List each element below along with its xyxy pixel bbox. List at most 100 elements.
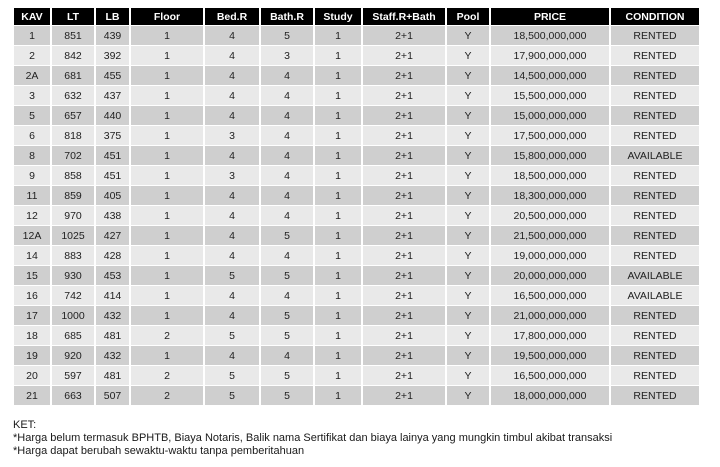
table-cell: 8 <box>14 146 50 165</box>
table-row: 6 818 375 1 3 4 1 2+1 Y 17,500,000,000 RENTED <box>14 126 699 145</box>
table-cell: 18,500,000,000 <box>491 166 609 185</box>
table-cell: Y <box>447 206 489 225</box>
table-cell: Y <box>447 266 489 285</box>
table-cell: 1 <box>315 46 361 65</box>
column-header: KAV <box>14 8 50 25</box>
table-cell: 5 <box>261 26 313 45</box>
table-cell: 859 <box>52 186 94 205</box>
table-cell: 2A <box>14 66 50 85</box>
table-row: 19 920 432 1 4 4 1 2+1 Y 19,500,000,000 RENTED <box>14 346 699 365</box>
table-cell: 1 <box>315 326 361 345</box>
table-cell: 1 <box>315 346 361 365</box>
table-cell: 4 <box>261 186 313 205</box>
table-cell: 19,000,000,000 <box>491 246 609 265</box>
table-cell: 2+1 <box>363 246 445 265</box>
column-header: Staff.R+Bath <box>363 8 445 25</box>
table-cell: 2+1 <box>363 86 445 105</box>
table-cell: 1 <box>315 226 361 245</box>
table-cell: 481 <box>96 366 129 385</box>
table-cell: 4 <box>205 86 259 105</box>
column-header: Pool <box>447 8 489 25</box>
table-cell: 1 <box>14 26 50 45</box>
table-cell: 3 <box>205 126 259 145</box>
table-cell: 3 <box>205 166 259 185</box>
table-cell: RENTED <box>611 126 699 145</box>
table-cell: 18,300,000,000 <box>491 186 609 205</box>
table-cell: 439 <box>96 26 129 45</box>
column-header: LT <box>52 8 94 25</box>
table-cell: 1 <box>131 226 203 245</box>
table-cell: 818 <box>52 126 94 145</box>
table-row: 2 842 392 1 4 3 1 2+1 Y 17,900,000,000 RENTED <box>14 46 699 65</box>
table-cell: 930 <box>52 266 94 285</box>
table-cell: Y <box>447 26 489 45</box>
table-body: 1 851 439 1 4 5 1 2+1 Y 18,500,000,000 RENTED 2 842 3… <box>14 26 699 405</box>
table-cell: 3 <box>14 86 50 105</box>
table-cell: 1 <box>131 346 203 365</box>
table-cell: 4 <box>261 66 313 85</box>
table-cell: 438 <box>96 206 129 225</box>
column-header: Bath.R <box>261 8 313 25</box>
table-cell: RENTED <box>611 166 699 185</box>
table-cell: 18,000,000,000 <box>491 386 609 405</box>
column-header: Floor <box>131 8 203 25</box>
table-cell: RENTED <box>611 326 699 345</box>
table-cell: 4 <box>261 86 313 105</box>
table-cell: 4 <box>261 246 313 265</box>
table-cell: RENTED <box>611 226 699 245</box>
footer-title: KET: <box>13 419 37 431</box>
table-cell: 1 <box>315 106 361 125</box>
table-row: 11 859 405 1 4 4 1 2+1 Y 18,300,000,000 RENTED <box>14 186 699 205</box>
table-cell: 15 <box>14 266 50 285</box>
table-cell: 842 <box>52 46 94 65</box>
table-cell: RENTED <box>611 66 699 85</box>
table-cell: 432 <box>96 346 129 365</box>
table-cell: 2+1 <box>363 186 445 205</box>
table-cell: 597 <box>52 366 94 385</box>
table-cell: 5 <box>261 266 313 285</box>
table-cell: 481 <box>96 326 129 345</box>
table-cell: 1 <box>315 246 361 265</box>
table-cell: 12 <box>14 206 50 225</box>
table-cell: 702 <box>52 146 94 165</box>
table-cell: 5 <box>205 326 259 345</box>
table-cell: Y <box>447 326 489 345</box>
table-cell: 657 <box>52 106 94 125</box>
table-cell: 5 <box>261 306 313 325</box>
table-cell: 16 <box>14 286 50 305</box>
table-cell: 1 <box>131 246 203 265</box>
table-cell: 4 <box>205 286 259 305</box>
table-cell: 12A <box>14 226 50 245</box>
table-row: 8 702 451 1 4 4 1 2+1 Y 15,800,000,000 AVAILABLE <box>14 146 699 165</box>
column-header: CONDITION <box>611 8 699 25</box>
column-header: PRICE <box>491 8 609 25</box>
table-cell: 14 <box>14 246 50 265</box>
table-cell: 1 <box>315 306 361 325</box>
table-cell: 2+1 <box>363 306 445 325</box>
table-cell: Y <box>447 146 489 165</box>
table-cell: 4 <box>205 346 259 365</box>
table-cell: 685 <box>52 326 94 345</box>
table-cell: 5 <box>205 386 259 405</box>
table-cell: 21,500,000,000 <box>491 226 609 245</box>
column-header: Bed.R <box>205 8 259 25</box>
table-cell: 2 <box>14 46 50 65</box>
price-list-table: KAV LT LB Floor Bed.R Bath.R Study Staff.R+Bath… <box>12 7 701 406</box>
table-cell: 405 <box>96 186 129 205</box>
table-cell: 6 <box>14 126 50 145</box>
table-cell: 4 <box>205 246 259 265</box>
table-cell: 5 <box>14 106 50 125</box>
table-cell: 9 <box>14 166 50 185</box>
column-header: Study <box>315 8 361 25</box>
table-cell: 440 <box>96 106 129 125</box>
table-cell: 4 <box>205 306 259 325</box>
table-cell: Y <box>447 126 489 145</box>
table-cell: 1 <box>315 266 361 285</box>
table-cell: 1 <box>131 286 203 305</box>
table-cell: 1 <box>131 126 203 145</box>
table-row: 20 597 481 2 5 5 1 2+1 Y 16,500,000,000 RENTED <box>14 366 699 385</box>
table-cell: RENTED <box>611 306 699 325</box>
table-cell: 19 <box>14 346 50 365</box>
table-row: 1 851 439 1 4 5 1 2+1 Y 18,500,000,000 RENTED <box>14 26 699 45</box>
table-cell: Y <box>447 166 489 185</box>
